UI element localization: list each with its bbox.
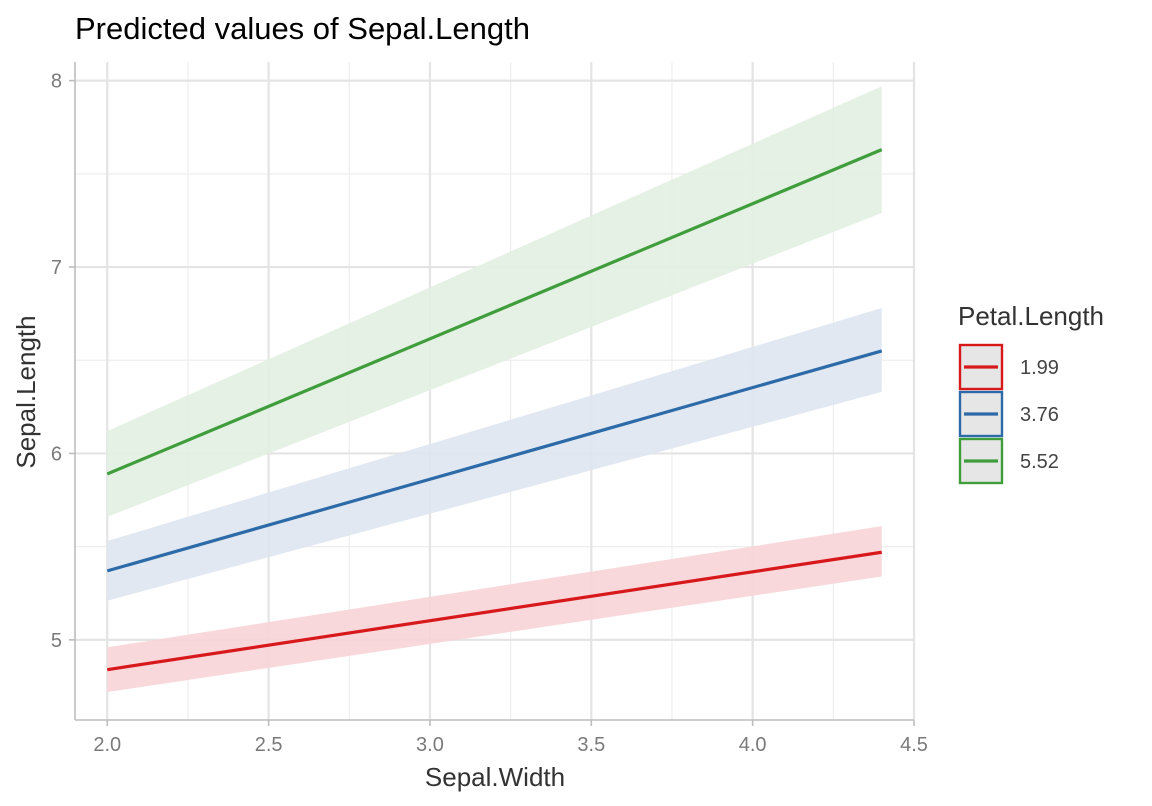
confidence-bands — [107, 86, 882, 693]
x-tick-label: 4.0 — [739, 734, 767, 756]
ci-band-series-3 — [107, 86, 882, 517]
x-tick-label: 3.5 — [577, 734, 605, 756]
series-lines — [106, 148, 883, 672]
ci-band-series-1 — [107, 526, 882, 693]
legend-label: 3.76 — [1020, 404, 1059, 426]
y-tick-label: 8 — [51, 71, 62, 93]
x-tick-label: 2.5 — [255, 734, 283, 756]
chart-title: Predicted values of Sepal.Length — [75, 11, 530, 46]
series-line-1 — [107, 550, 882, 672]
y-tick-label: 6 — [51, 443, 62, 465]
x-axis-title: Sepal.Width — [425, 762, 565, 792]
y-tick-label: 7 — [51, 257, 62, 279]
y-tick-label: 5 — [51, 630, 62, 652]
legend: Petal.Length 1.99 3.76 5.52 — [958, 301, 1104, 485]
y-axis-title: Sepal.Length — [11, 315, 41, 468]
series-line-2 — [106, 349, 883, 573]
axes: 2.0 2.5 3.0 3.5 4.0 4.5 5 6 7 8 — [51, 62, 928, 756]
legend-label: 1.99 — [1020, 357, 1059, 379]
ci-band-series-2 — [107, 308, 882, 601]
x-tick-label: 3.0 — [416, 734, 444, 756]
series-line-3 — [106, 148, 883, 476]
legend-title: Petal.Length — [958, 301, 1104, 331]
x-tick-label: 4.5 — [900, 734, 928, 756]
legend-label: 5.52 — [1020, 451, 1059, 473]
x-tick-label: 2.0 — [93, 734, 121, 756]
